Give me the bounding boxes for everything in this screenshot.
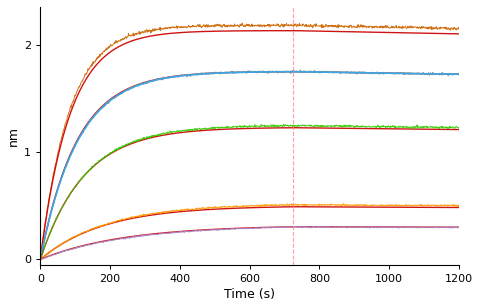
X-axis label: Time (s): Time (s): [224, 288, 275, 301]
Y-axis label: nm: nm: [7, 126, 20, 146]
